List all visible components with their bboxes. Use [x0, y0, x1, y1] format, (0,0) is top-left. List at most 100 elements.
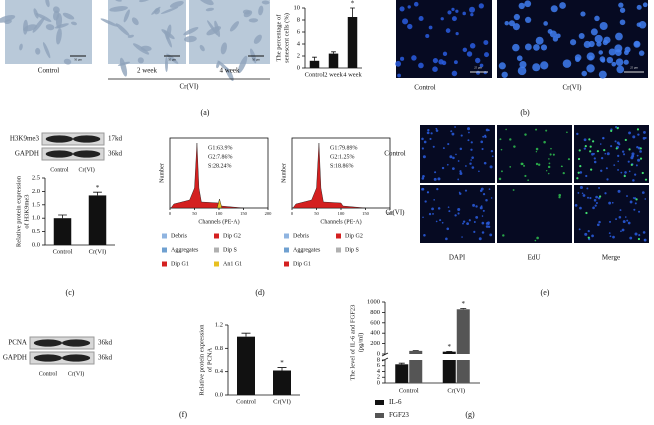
y-tick-label: 8 [297, 16, 300, 23]
nucleus [619, 209, 622, 212]
nucleus [483, 40, 489, 46]
nucleus [451, 70, 458, 77]
nucleus [621, 228, 625, 232]
nucleus [524, 174, 527, 178]
nucleus [475, 57, 481, 64]
nucleus [614, 49, 622, 56]
label: Cr(VI) [385, 209, 405, 217]
x-tick-label: Cr(VI) [447, 387, 465, 394]
nucleus [587, 196, 590, 199]
nucleus [407, 23, 413, 30]
nucleus [479, 189, 483, 192]
error-bar [331, 51, 336, 54]
nucleus [567, 158, 571, 161]
nucleus [598, 187, 600, 189]
y-tick-label: 200 [370, 340, 380, 347]
nucleus [584, 145, 587, 148]
nucleus [594, 204, 597, 207]
y-tick-label: 0 [297, 64, 300, 71]
nucleus [533, 44, 540, 51]
nucleus [623, 153, 626, 156]
nucleus [624, 216, 627, 218]
nucleus [608, 232, 611, 234]
label: Control [384, 150, 405, 158]
micrograph [497, 125, 572, 183]
nucleus [428, 212, 432, 216]
nucleus [429, 137, 432, 141]
nucleus [471, 156, 474, 159]
nucleus [446, 163, 449, 166]
nucleus [579, 206, 582, 210]
annotation: G2:1.25% [330, 154, 355, 160]
x-tick-label: 50 [314, 211, 319, 216]
x-tick-label: Control [305, 71, 325, 78]
cell [183, 35, 197, 43]
nucleus [482, 135, 485, 138]
nucleus [516, 55, 523, 62]
nucleus [395, 60, 402, 67]
nucleus [467, 127, 471, 131]
error-bar [312, 56, 317, 61]
nucleus [520, 162, 524, 166]
nucleus [484, 52, 490, 58]
nucleus [638, 234, 641, 237]
nucleus [524, 0, 532, 8]
nucleus [487, 225, 491, 228]
cell [63, 58, 72, 65]
label: 25 μm [630, 66, 638, 70]
label: 17kd [108, 135, 123, 143]
cell [207, 20, 218, 36]
nucleus [550, 5, 558, 13]
label: (c) [66, 288, 75, 297]
significance: * [96, 184, 100, 192]
nucleus [469, 162, 472, 165]
nucleus [593, 157, 596, 160]
micrograph [189, 0, 270, 64]
cell [151, 6, 161, 15]
bar [442, 351, 456, 354]
nucleus [476, 70, 481, 75]
label: Cr(VI) [68, 370, 84, 377]
nucleus [642, 136, 646, 140]
cell [70, 21, 77, 26]
nucleus [470, 159, 472, 161]
label: GAPDH [15, 150, 39, 158]
nucleus [468, 131, 470, 134]
significance: * [280, 359, 284, 367]
legend-swatch [284, 233, 289, 239]
y-tick-label: 4 [377, 368, 381, 375]
nucleus [620, 171, 623, 174]
nucleus [422, 174, 425, 178]
nucleus [582, 194, 586, 197]
nucleus [633, 40, 641, 48]
y-tick-label: 2 [377, 374, 380, 381]
nucleus [524, 16, 532, 24]
y-axis-label: Relative protein expression [15, 175, 22, 247]
label: GAPDH [3, 354, 27, 362]
nucleus [598, 50, 603, 55]
nucleus [471, 166, 475, 169]
nucleus [535, 147, 539, 151]
nucleus [603, 149, 606, 152]
cell [33, 8, 39, 19]
nucleus [628, 131, 631, 135]
y-tick-label: 6 [377, 362, 381, 369]
legend-label: An1 G1 [223, 261, 242, 267]
legend-label: Dip G2 [223, 233, 241, 239]
bar [456, 309, 470, 354]
cell [165, 56, 168, 72]
nucleus [454, 126, 456, 128]
nucleus [459, 147, 463, 151]
nucleus [596, 223, 600, 227]
nucleus [460, 134, 463, 137]
nucleus [519, 60, 527, 69]
micrograph [420, 125, 495, 183]
nucleus [628, 170, 631, 173]
nucleus [480, 140, 484, 144]
legend-label: Dip S [345, 247, 359, 253]
y-tick-label: 0 [377, 350, 380, 357]
nucleus [433, 177, 437, 181]
x-tick-label: 2 week [324, 71, 343, 78]
nucleus [535, 162, 539, 166]
nucleus [487, 129, 490, 132]
